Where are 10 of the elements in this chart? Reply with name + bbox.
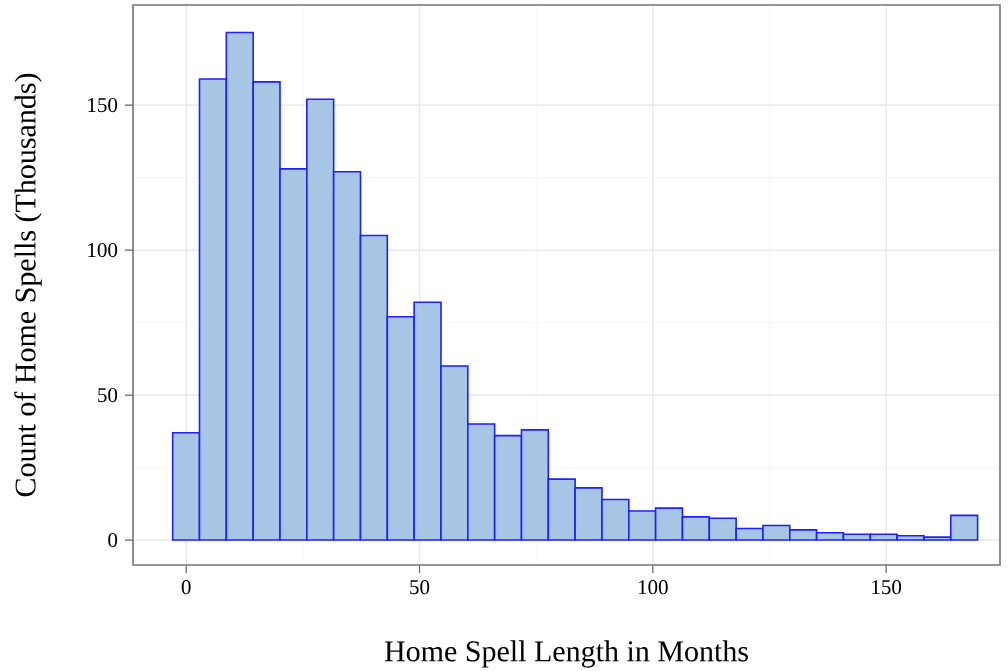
y-tick-label: 0 (108, 532, 118, 548)
x-axis-title: Home Spell Length in Months (384, 640, 748, 668)
x-tick-label: 0 (181, 580, 191, 595)
y-tick-label: 150 (88, 97, 118, 113)
x-tick-label: 100 (638, 580, 668, 595)
y-axis-title: Count of Home Spells (Thousands) (14, 73, 42, 497)
x-tick-label: 50 (410, 580, 430, 595)
y-tick-label: 100 (88, 242, 118, 258)
y-tick-label: 50 (98, 387, 118, 403)
x-tick-label: 150 (872, 580, 902, 595)
